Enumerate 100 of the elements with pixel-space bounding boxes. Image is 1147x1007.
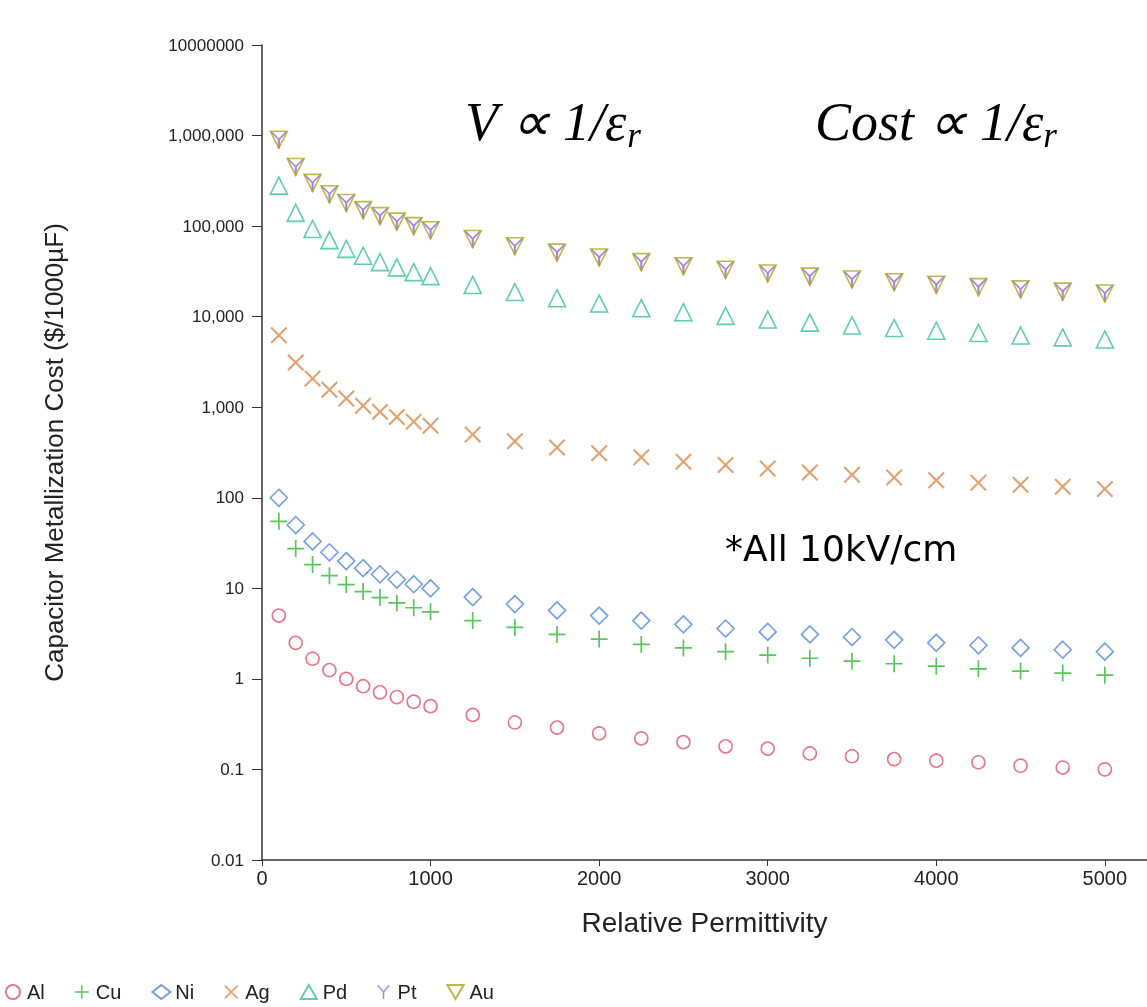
point (1054, 664, 1072, 682)
y-tick-label: 1,000 (201, 397, 244, 417)
point (801, 464, 819, 482)
point (422, 417, 440, 435)
point (463, 275, 483, 295)
point (844, 748, 860, 764)
point (389, 689, 405, 705)
point (1096, 480, 1114, 498)
point (717, 456, 735, 474)
point (1053, 640, 1073, 660)
point (800, 313, 820, 332)
point (884, 630, 904, 650)
point (1012, 476, 1030, 494)
point (505, 282, 525, 302)
point (885, 655, 903, 673)
point (1095, 330, 1115, 349)
point (1096, 666, 1114, 684)
y-tick-label: 10000000 (168, 35, 244, 55)
point (355, 678, 371, 694)
point (387, 570, 407, 589)
point (589, 606, 609, 625)
point (464, 425, 482, 443)
point (758, 622, 778, 642)
point (1097, 762, 1113, 777)
y-tick-label: 10,000 (192, 307, 244, 327)
point (371, 403, 389, 421)
point (269, 488, 289, 508)
annotation: *All 10kV/cm (725, 527, 958, 569)
point (507, 715, 523, 730)
point (269, 176, 289, 195)
legend-label: Ni (175, 981, 195, 1003)
point (339, 671, 354, 687)
point (286, 203, 306, 223)
point (1053, 328, 1073, 347)
point (926, 321, 946, 340)
x-axis-title: Relative Permittivity (581, 906, 828, 938)
point (929, 753, 944, 768)
x-tick-label: 1000 (408, 867, 453, 889)
point (926, 633, 946, 653)
point (353, 246, 373, 266)
point (320, 230, 339, 250)
y-tick-label: 10 (225, 578, 244, 598)
y-tick-label: 1,000,000 (168, 126, 244, 146)
point (406, 694, 422, 709)
x-tick-label: 2000 (576, 867, 622, 889)
point (759, 646, 777, 664)
point (404, 262, 424, 282)
point (927, 471, 945, 489)
point (842, 316, 862, 335)
point (760, 741, 776, 756)
legend-label: Au (469, 981, 494, 1003)
y-axis-title: Capacitor Metallization Cost ($/1000µF) (39, 223, 69, 682)
point (631, 298, 651, 318)
point (505, 594, 525, 614)
point (885, 469, 903, 487)
point (270, 326, 288, 344)
y-tick-label: 0.1 (220, 759, 244, 779)
point (336, 239, 356, 259)
point (802, 746, 818, 761)
point (320, 543, 339, 562)
y-tick-label: 100 (215, 488, 244, 508)
point (886, 751, 902, 767)
point (322, 662, 337, 678)
point (548, 438, 566, 456)
point (1055, 760, 1071, 775)
point (336, 551, 356, 571)
point (337, 389, 355, 407)
point (405, 413, 423, 431)
point (354, 397, 372, 415)
point (370, 564, 390, 584)
point (547, 288, 567, 308)
point (370, 252, 390, 272)
point (305, 651, 320, 667)
point (969, 474, 987, 492)
point (716, 619, 735, 638)
point (800, 625, 820, 644)
point (1011, 638, 1030, 658)
legend-label: Cu (95, 981, 122, 1003)
point (303, 532, 322, 551)
point (388, 408, 406, 426)
legend-label: Pd (322, 981, 348, 1003)
point (421, 266, 440, 286)
y-tick-label: 1 (234, 669, 244, 689)
point (1054, 478, 1072, 496)
x-tick-label: 5000 (1082, 867, 1128, 889)
x-tick-label: 0 (256, 867, 268, 889)
point (631, 611, 651, 630)
point (303, 219, 322, 239)
point (634, 731, 649, 746)
point (270, 512, 288, 530)
point (590, 444, 608, 462)
point (971, 754, 986, 770)
x-tick-label: 4000 (914, 867, 959, 889)
point (547, 601, 567, 620)
point (1095, 642, 1115, 661)
point (372, 685, 388, 700)
point (927, 657, 945, 675)
point (969, 323, 988, 343)
point (801, 649, 819, 667)
point (759, 460, 777, 478)
